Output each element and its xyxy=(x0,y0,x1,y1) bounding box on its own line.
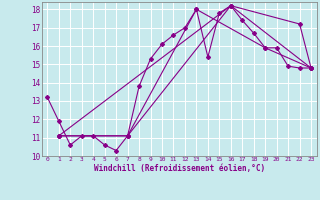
X-axis label: Windchill (Refroidissement éolien,°C): Windchill (Refroidissement éolien,°C) xyxy=(94,164,265,173)
